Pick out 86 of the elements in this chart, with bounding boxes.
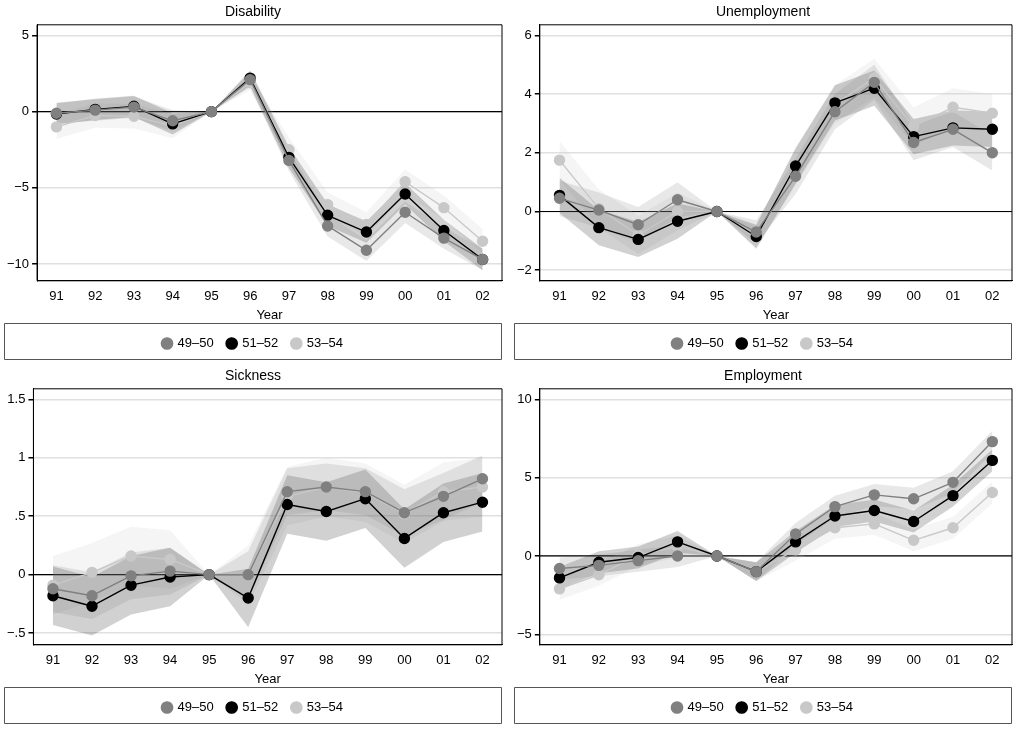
x-tick-label: 96 — [240, 652, 256, 668]
x-axis-title: Year — [762, 670, 790, 686]
x-tick-label: 02 — [475, 652, 490, 668]
y-tick-label: 0 — [524, 547, 532, 563]
x-tick-label: 00 — [397, 288, 413, 304]
legend-label: 49–50 — [687, 335, 724, 351]
x-tick-label: 93 — [123, 652, 139, 668]
x-tick-label: 00 — [906, 652, 921, 668]
y-tick-label: −.5 — [7, 624, 26, 640]
y-tick-label: −5 — [14, 179, 30, 195]
x-tick-label: 91 — [45, 652, 61, 668]
x-tick-label: 98 — [827, 652, 843, 668]
x-tick-label: 99 — [359, 288, 374, 304]
x-tick-label: 97 — [788, 288, 803, 304]
x-tick-label: 93 — [630, 652, 646, 668]
x-tick-label: 96 — [749, 288, 764, 304]
x-tick-label: 96 — [242, 288, 258, 304]
x-tick-label: 98 — [319, 652, 334, 668]
legend-label: 53–54 — [306, 335, 343, 351]
x-tick-label: 02 — [475, 288, 490, 304]
x-tick-label: 01 — [436, 288, 452, 304]
legend-label: 51–52 — [242, 335, 279, 351]
y-tick-label: 0 — [21, 103, 30, 119]
x-axis-title: Year — [762, 306, 790, 322]
x-axis-title: Year — [256, 306, 284, 322]
y-tick-label: 10 — [517, 390, 532, 406]
x-tick-label: 96 — [749, 652, 764, 668]
x-tick-label: 02 — [985, 652, 1000, 668]
y-tick-label: 1.5 — [7, 390, 26, 406]
y-tick-label: 0 — [524, 203, 532, 219]
legend-label: 51–52 — [752, 699, 789, 715]
y-tick-label: .5 — [14, 507, 26, 523]
x-tick-label: 91 — [552, 652, 567, 668]
legend-label: 49–50 — [177, 699, 214, 715]
x-tick-label: 94 — [165, 288, 180, 304]
legend-label: 53–54 — [816, 335, 853, 351]
x-tick-label: 01 — [436, 652, 451, 668]
y-tick-label: 0 — [18, 566, 26, 582]
x-tick-label: 92 — [84, 652, 100, 668]
x-tick-label: 97 — [280, 652, 295, 668]
y-tick-label: −2 — [516, 261, 532, 277]
x-tick-label: 95 — [709, 288, 725, 304]
x-tick-label: 02 — [985, 288, 1000, 304]
y-tick-label: 5 — [21, 27, 30, 43]
x-tick-label: 94 — [162, 652, 178, 668]
x-tick-label: 01 — [945, 652, 961, 668]
y-tick-label: 5 — [524, 469, 532, 485]
chart-title: Disability — [224, 3, 282, 20]
legend-label: 51–52 — [242, 699, 279, 715]
x-tick-label: 99 — [867, 288, 882, 304]
y-tick-label: 4 — [524, 85, 532, 101]
x-tick-label: 99 — [867, 652, 882, 668]
x-tick-label: 95 — [709, 652, 725, 668]
y-tick-label: −10 — [6, 255, 30, 271]
chart-title: Unemployment — [715, 3, 811, 20]
x-tick-label: 91 — [552, 288, 567, 304]
x-tick-label: 92 — [591, 652, 607, 668]
x-tick-label: 93 — [126, 288, 142, 304]
x-axis-title: Year — [254, 670, 282, 686]
x-tick-label: 95 — [204, 288, 219, 304]
x-tick-label: 93 — [630, 288, 646, 304]
x-tick-label: 91 — [49, 288, 64, 304]
x-tick-label: 94 — [670, 288, 685, 304]
x-tick-label: 94 — [670, 652, 685, 668]
x-tick-label: 92 — [87, 288, 103, 304]
x-tick-label: 92 — [591, 288, 607, 304]
legend-label: 53–54 — [306, 699, 343, 715]
chart-title: Employment — [724, 367, 803, 384]
y-tick-label: 1 — [18, 449, 26, 465]
x-tick-label: 98 — [827, 288, 843, 304]
x-tick-label: 95 — [201, 652, 217, 668]
legend-label: 51–52 — [752, 335, 789, 351]
y-tick-label: −5 — [516, 625, 532, 641]
chart-title: Sickness — [224, 367, 282, 384]
y-tick-label: 6 — [524, 26, 532, 42]
x-tick-label: 98 — [320, 288, 335, 304]
x-tick-label: 99 — [358, 652, 373, 668]
legend-label: 49–50 — [687, 699, 724, 715]
x-tick-label: 00 — [906, 288, 921, 304]
legend-label: 49–50 — [177, 335, 214, 351]
y-tick-label: 2 — [524, 144, 532, 160]
x-tick-label: 97 — [281, 288, 297, 304]
legend-label: 53–54 — [816, 699, 853, 715]
x-tick-label: 00 — [397, 652, 412, 668]
x-tick-label: 97 — [788, 652, 803, 668]
x-tick-label: 01 — [945, 288, 961, 304]
